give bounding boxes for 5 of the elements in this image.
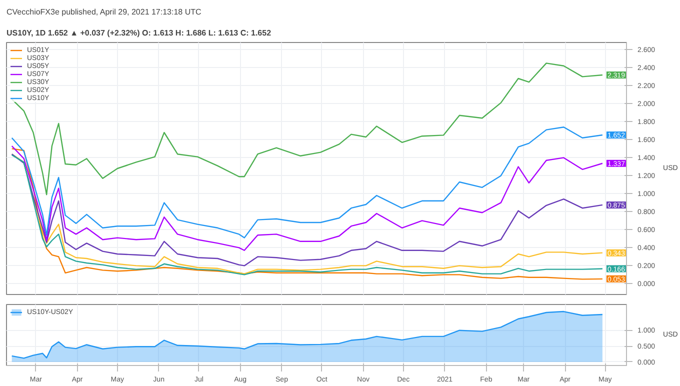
chart-subtitle: US10Y, 1D 1.652 ▲ +0.037 (+2.32%) O: 1.613 H: 1.686 L: 1.613 C: 1.652 [6, 28, 272, 38]
chart-title: CVecchioFX3e published, April 29, 2021 17:13:18 UTC [6, 8, 202, 16]
line-series [11, 145, 604, 251]
line-series [11, 62, 604, 196]
line-series [11, 126, 604, 238]
